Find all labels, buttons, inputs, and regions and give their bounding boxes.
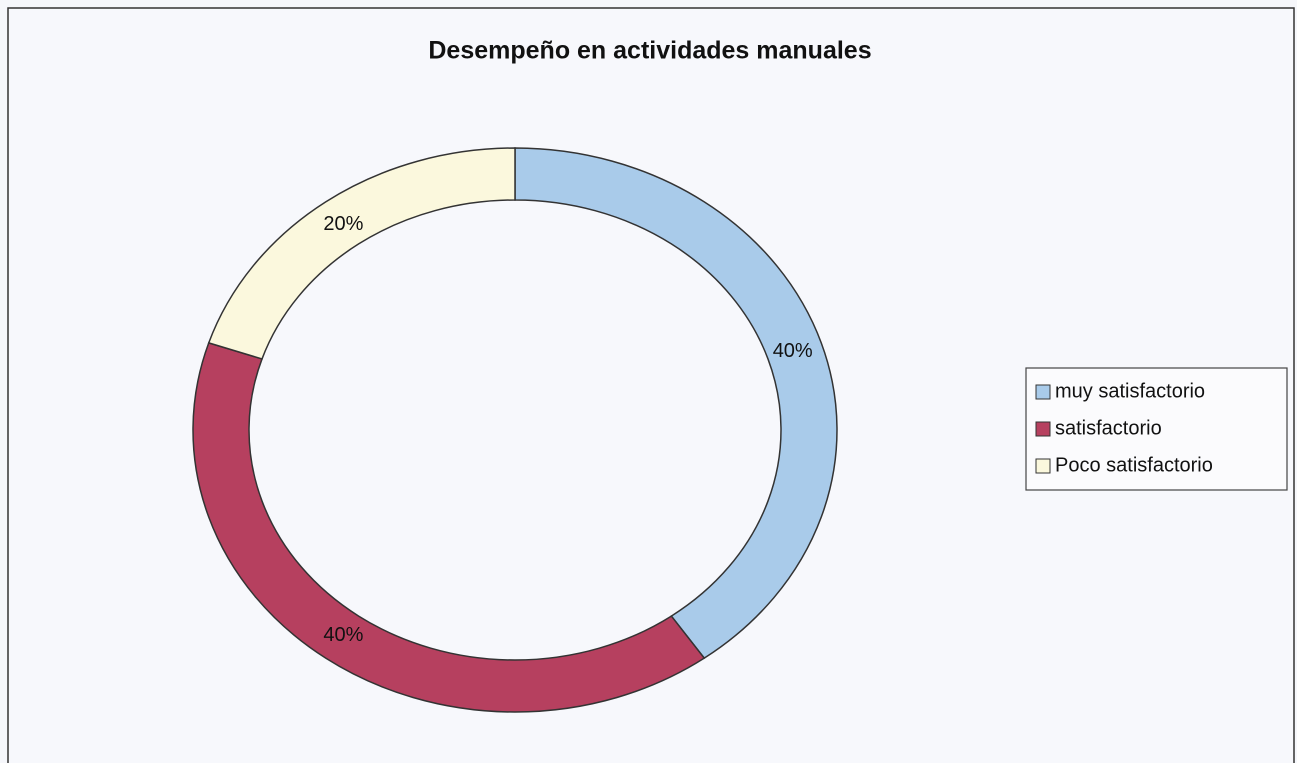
legend-label: Poco satisfactorio	[1055, 454, 1213, 476]
data-label: 40%	[773, 340, 813, 362]
chart-title: Desempeño en actividades manuales	[428, 37, 871, 65]
donut-segment	[192, 341, 706, 713]
legend-swatch	[1035, 384, 1051, 400]
data-label: 40%	[323, 624, 363, 646]
legend	[1025, 367, 1288, 491]
legend-swatch	[1035, 458, 1051, 474]
legend-label: satisfactorio	[1055, 417, 1162, 439]
legend-label: muy satisfactorio	[1055, 380, 1205, 402]
data-label: 20%	[323, 213, 363, 235]
legend-swatch	[1035, 421, 1051, 437]
donut-segment	[514, 147, 838, 660]
donut-segment	[207, 147, 516, 360]
